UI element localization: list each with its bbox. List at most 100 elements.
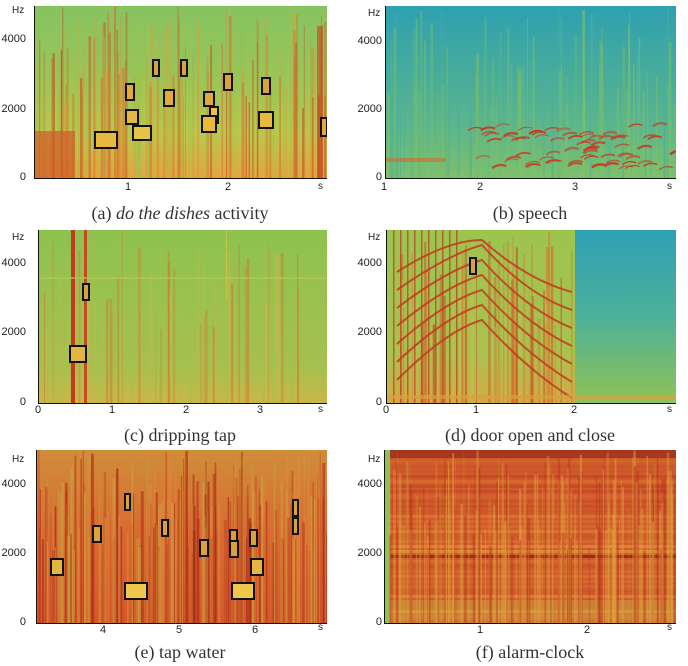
spectral-streak — [98, 466, 101, 623]
formant-arc — [528, 129, 544, 135]
spectral-streak — [148, 38, 150, 178]
formant-arc — [610, 135, 626, 141]
spectral-streak — [476, 275, 477, 403]
spectral-streak — [495, 481, 498, 623]
spectral-streak — [104, 466, 105, 623]
spectral-streak — [100, 77, 103, 178]
spectral-streak — [180, 475, 182, 623]
spectral-streak — [635, 482, 638, 623]
spectral-streak — [237, 496, 239, 623]
spectral-streak — [616, 542, 620, 623]
spectral-streak — [147, 23, 150, 178]
spectral-streak — [415, 495, 418, 623]
spectral-streak — [247, 484, 249, 623]
spectral-streak — [78, 528, 80, 623]
spectral-streak — [322, 271, 324, 403]
spectral-streak — [444, 495, 447, 623]
spectral-streak — [115, 521, 117, 623]
spectral-streak — [658, 510, 662, 623]
spectral-streak — [564, 502, 565, 623]
spectral-streak — [463, 515, 467, 623]
formant-arc — [545, 150, 561, 156]
y-tick-c-4000: 4000 — [1, 257, 26, 269]
spectral-streak — [181, 21, 184, 178]
spectral-streak — [573, 528, 576, 623]
spectral-streak — [563, 55, 565, 178]
harmonic-band — [385, 465, 676, 468]
y-tick-c-2000: 2000 — [1, 326, 26, 338]
spectral-streak — [499, 32, 502, 178]
detection-box — [124, 493, 131, 511]
spectral-streak — [510, 546, 512, 623]
spectral-streak — [57, 489, 59, 623]
spectral-streak — [551, 486, 553, 623]
formant-arc — [598, 135, 614, 141]
spectral-streak — [244, 266, 248, 403]
formant-arc — [531, 131, 547, 136]
spectral-streak — [512, 236, 514, 403]
formant-arc — [652, 122, 668, 128]
spectral-streak — [488, 241, 491, 403]
spectral-streak — [480, 534, 483, 623]
spectral-streak — [252, 33, 253, 178]
spectral-streak — [387, 271, 389, 403]
harmonic-band — [385, 515, 676, 518]
spectral-streak — [531, 244, 533, 403]
detection-box — [69, 345, 87, 363]
spectral-streak — [319, 452, 321, 623]
spectral-streak — [282, 544, 284, 623]
spectral-streak — [265, 303, 269, 403]
formant-arc — [602, 130, 618, 136]
spectral-streak — [504, 308, 507, 403]
formant-arc — [567, 162, 583, 167]
x-tick-b-1: 1 — [380, 181, 388, 193]
spectral-streak — [424, 40, 426, 178]
spectral-streak — [413, 85, 417, 178]
spectral-streak — [196, 481, 199, 623]
caption-d-text: (d) door open and close — [445, 425, 615, 445]
spectral-streak — [291, 308, 294, 403]
spectral-streak — [214, 280, 217, 403]
spectral-streak — [127, 532, 129, 623]
spectral-streak — [643, 90, 646, 178]
spectral-streak — [490, 107, 492, 178]
spectral-streak — [426, 490, 428, 623]
spectral-streak — [290, 275, 291, 403]
spectral-streak — [534, 474, 537, 623]
detection-box — [50, 558, 64, 576]
spectral-streak — [398, 473, 402, 623]
detection-box — [82, 283, 90, 301]
spectral-streak — [273, 461, 276, 623]
spectral-streak — [312, 551, 315, 623]
spectral-streak — [163, 484, 165, 623]
spectral-streak — [175, 472, 177, 623]
spectral-streak — [651, 522, 654, 623]
spectral-streak — [579, 454, 582, 623]
spectral-streak — [277, 254, 280, 403]
spectral-streak — [201, 518, 205, 623]
spectral-streak — [402, 524, 405, 623]
spectral-streak — [641, 508, 644, 623]
spectral-streak — [86, 102, 88, 178]
spectral-streak — [410, 71, 413, 178]
spectral-streak — [565, 104, 568, 178]
spectral-streak — [295, 42, 298, 178]
spectral-streak — [212, 473, 216, 623]
spectral-streak — [633, 64, 635, 178]
spectral-streak — [546, 247, 549, 403]
spectral-streak — [606, 39, 608, 178]
spectral-streak — [661, 479, 664, 623]
spectral-streak — [399, 521, 402, 623]
spectral-streak — [598, 64, 602, 178]
spectral-streak — [435, 462, 438, 623]
spectral-streak — [227, 496, 229, 623]
spectral-streak — [224, 534, 226, 623]
spectral-streak — [463, 453, 465, 623]
spectral-streak — [544, 461, 546, 623]
spectral-streak — [77, 280, 80, 403]
spectral-streak — [145, 43, 147, 178]
spectral-streak — [544, 321, 547, 403]
spectral-streak — [521, 528, 524, 623]
formant-arc — [658, 165, 674, 171]
spectral-streak — [467, 484, 470, 623]
